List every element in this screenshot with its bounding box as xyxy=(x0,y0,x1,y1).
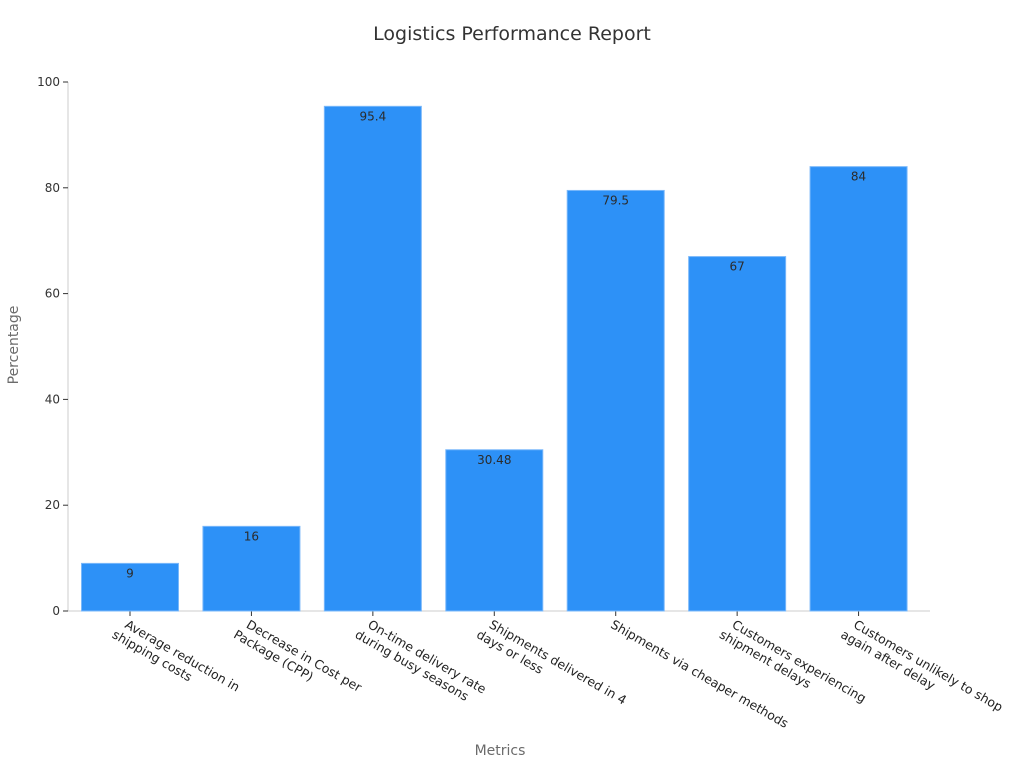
x-axis-title: Metrics xyxy=(475,743,526,759)
y-tick-label: 0 xyxy=(52,604,60,618)
bar xyxy=(445,449,544,612)
y-tick-label: 40 xyxy=(45,392,60,406)
bar xyxy=(81,562,179,612)
bar-value-label: 67 xyxy=(730,260,745,274)
bar-value-label: 16 xyxy=(244,529,259,543)
bar-value-label: 79.5 xyxy=(602,193,629,207)
bar-value-label: 95.4 xyxy=(359,109,386,123)
y-tick-label: 100 xyxy=(37,75,60,89)
value-labels-group: 9 16 95.4 30.48 79.5 67 84 xyxy=(126,109,866,580)
x-axis xyxy=(68,610,930,616)
bar xyxy=(566,189,665,612)
bar xyxy=(202,525,301,612)
bar xyxy=(688,256,787,612)
x-tick-label: Decrease in Cost perPackage (CPP) xyxy=(231,614,365,709)
bar-value-label: 30.48 xyxy=(477,453,511,467)
y-tick-label: 80 xyxy=(45,181,60,195)
x-tick-label: Customers unlikely to shopagain after de… xyxy=(838,614,1005,728)
y-tick-label: 60 xyxy=(45,287,60,301)
x-tick-label: Average reduction inshipping costs xyxy=(110,614,243,708)
bar-value-label: 84 xyxy=(851,170,866,184)
chart-title: Logistics Performance Report xyxy=(373,23,651,45)
y-axis-title: Percentage xyxy=(6,306,22,385)
category-labels-group: Average reduction inshipping costs Decrea… xyxy=(110,614,1006,731)
bar xyxy=(323,105,422,612)
y-tick-label: 20 xyxy=(45,498,60,512)
bar xyxy=(809,166,908,612)
x-tick-label: Shipments delivered in 4days or less xyxy=(474,614,629,721)
x-tick-label: On-time delivery rateduring busy seasons xyxy=(353,614,490,710)
bar-value-label: 9 xyxy=(126,566,134,580)
bars-group xyxy=(81,105,908,612)
y-axis: 0 20 40 60 80 100 xyxy=(37,75,69,618)
